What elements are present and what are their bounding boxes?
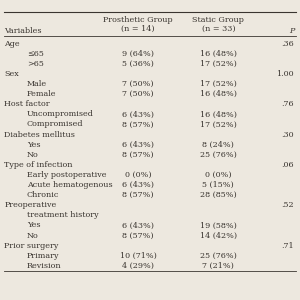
Text: Uncompromised: Uncompromised [27, 110, 94, 118]
Text: 6 (43%): 6 (43%) [122, 221, 154, 230]
Text: Host factor: Host factor [4, 100, 50, 108]
Text: 16 (48%): 16 (48%) [200, 110, 237, 118]
Text: Preoperative: Preoperative [4, 201, 57, 209]
Text: Compromised: Compromised [27, 120, 83, 128]
Text: Type of infection: Type of infection [4, 161, 73, 169]
Text: 16 (48%): 16 (48%) [200, 90, 237, 98]
Text: 14 (42%): 14 (42%) [200, 232, 237, 240]
Text: ≤65: ≤65 [27, 50, 44, 58]
Text: Variables: Variables [4, 27, 42, 35]
Text: 7 (21%): 7 (21%) [202, 262, 234, 270]
Text: 17 (52%): 17 (52%) [200, 60, 237, 68]
Text: .36: .36 [281, 40, 294, 48]
Text: .76: .76 [281, 100, 294, 108]
Text: 1.00: 1.00 [277, 70, 294, 78]
Text: 5 (15%): 5 (15%) [202, 181, 234, 189]
Text: 10 (71%): 10 (71%) [120, 252, 157, 260]
Text: Acute hematogenous: Acute hematogenous [27, 181, 112, 189]
Text: 6 (43%): 6 (43%) [122, 110, 154, 118]
Text: 8 (57%): 8 (57%) [122, 232, 154, 240]
Text: .52: .52 [281, 201, 294, 209]
Text: 19 (58%): 19 (58%) [200, 221, 237, 230]
Text: Early postoperative: Early postoperative [27, 171, 106, 179]
Text: 16 (48%): 16 (48%) [200, 50, 237, 58]
Text: Prior surgery: Prior surgery [4, 242, 59, 250]
Text: No: No [27, 151, 38, 159]
Text: Yes: Yes [27, 141, 40, 149]
Text: Prosthetic Group
(n = 14): Prosthetic Group (n = 14) [103, 16, 173, 33]
Text: 0 (0%): 0 (0%) [125, 171, 152, 179]
Text: .30: .30 [281, 130, 294, 139]
Text: Static Group
(n = 33): Static Group (n = 33) [192, 16, 244, 33]
Text: 28 (85%): 28 (85%) [200, 191, 237, 199]
Text: Yes: Yes [27, 221, 40, 230]
Text: 8 (57%): 8 (57%) [122, 191, 154, 199]
Text: Male: Male [27, 80, 47, 88]
Text: 7 (50%): 7 (50%) [122, 90, 154, 98]
Text: 7 (50%): 7 (50%) [122, 80, 154, 88]
Text: Chronic: Chronic [27, 191, 59, 199]
Text: 5 (36%): 5 (36%) [122, 60, 154, 68]
Text: 8 (24%): 8 (24%) [202, 141, 234, 149]
Text: Primary: Primary [27, 252, 59, 260]
Text: 8 (57%): 8 (57%) [122, 120, 154, 128]
Text: .71: .71 [281, 242, 294, 250]
Text: 25 (76%): 25 (76%) [200, 252, 237, 260]
Text: 6 (43%): 6 (43%) [122, 181, 154, 189]
Text: 17 (52%): 17 (52%) [200, 120, 237, 128]
Text: treatment history: treatment history [27, 212, 98, 219]
Text: P: P [289, 27, 294, 35]
Text: 0 (0%): 0 (0%) [205, 171, 232, 179]
Text: >65: >65 [27, 60, 44, 68]
Text: 25 (76%): 25 (76%) [200, 151, 237, 159]
Text: 6 (43%): 6 (43%) [122, 141, 154, 149]
Text: 8 (57%): 8 (57%) [122, 151, 154, 159]
Text: Female: Female [27, 90, 56, 98]
Text: 4 (29%): 4 (29%) [122, 262, 154, 270]
Text: Revision: Revision [27, 262, 61, 270]
Text: Sex: Sex [4, 70, 19, 78]
Text: 9 (64%): 9 (64%) [122, 50, 154, 58]
Text: 17 (52%): 17 (52%) [200, 80, 237, 88]
Text: Diabetes mellitus: Diabetes mellitus [4, 130, 75, 139]
Text: Age: Age [4, 40, 20, 48]
Text: .06: .06 [281, 161, 294, 169]
Text: No: No [27, 232, 38, 240]
